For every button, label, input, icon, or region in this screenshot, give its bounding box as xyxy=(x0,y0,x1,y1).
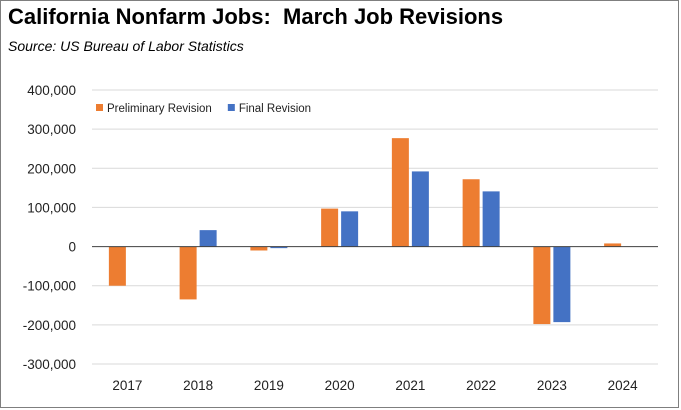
bar xyxy=(108,246,126,286)
x-tick-label: 2017 xyxy=(112,378,142,393)
bar xyxy=(462,179,480,247)
bar xyxy=(341,211,359,247)
bar xyxy=(321,208,339,247)
bar xyxy=(199,230,217,247)
y-tick-label: -300,000 xyxy=(23,357,76,372)
legend-swatch xyxy=(96,104,103,111)
bar xyxy=(482,191,500,247)
bar xyxy=(270,246,288,249)
bar xyxy=(250,246,268,251)
bar xyxy=(533,246,551,325)
bar xyxy=(391,138,409,247)
legend-label: Preliminary Revision xyxy=(107,103,212,115)
bar xyxy=(604,243,622,247)
chart-title: California Nonfarm Jobs: March Job Revis… xyxy=(8,4,504,29)
bar xyxy=(411,171,429,247)
y-tick-label: 0 xyxy=(68,240,76,255)
chart-subtitle: Source: US Bureau of Labor Statistics xyxy=(8,38,244,54)
legend-swatch xyxy=(227,104,235,111)
y-tick-label: 400,000 xyxy=(27,83,76,98)
y-tick-label: 100,000 xyxy=(27,200,76,215)
bar xyxy=(553,246,571,323)
x-tick-label: 2023 xyxy=(537,378,567,393)
x-tick-label: 2018 xyxy=(183,378,213,393)
x-tick-label: 2020 xyxy=(325,378,355,393)
y-tick-label: -100,000 xyxy=(23,279,76,294)
x-tick-label: 2024 xyxy=(608,378,639,393)
y-tick-label: 200,000 xyxy=(27,161,76,176)
legend-label: Final Revision xyxy=(239,103,311,115)
x-tick-label: 2019 xyxy=(254,378,284,393)
x-tick-label: 2022 xyxy=(466,378,496,393)
bar xyxy=(179,246,197,300)
y-tick-label: 300,000 xyxy=(27,122,76,137)
x-tick-label: 2021 xyxy=(395,378,425,393)
y-tick-label: -200,000 xyxy=(23,318,76,333)
